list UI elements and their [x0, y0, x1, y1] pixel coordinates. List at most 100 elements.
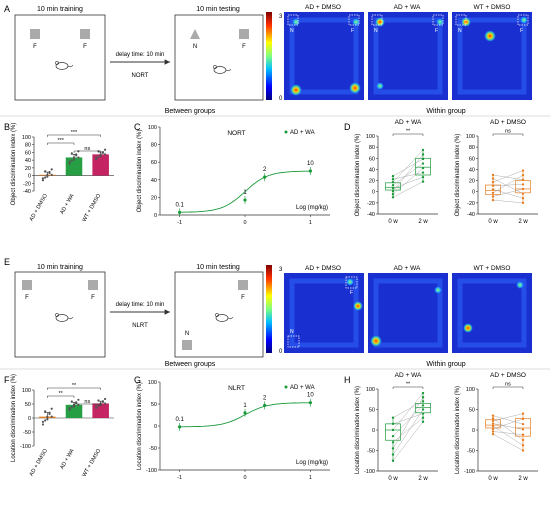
paired-line [492, 433, 524, 451]
data-point [46, 415, 49, 418]
data-point [99, 153, 102, 156]
significance-label: *** [57, 138, 64, 144]
data-point [491, 191, 495, 195]
data-point [72, 156, 76, 159]
nort-testing-title: 10 min testing [196, 6, 240, 13]
data-point [263, 175, 267, 179]
nort-novel-object-triangle [190, 29, 200, 39]
nort-heatmap-3-f: F [520, 28, 523, 34]
data-point [421, 153, 425, 156]
chart-d1-y-tick-label: 40 [369, 167, 375, 173]
data-point [421, 404, 425, 407]
chart-h1-y-tick-label: -50 [367, 449, 375, 455]
data-point [521, 433, 525, 436]
chart-d2-y-tick-label: -20 [467, 201, 475, 207]
chart-b-y-tick-label: 40 [25, 158, 31, 164]
legend-marker [284, 130, 288, 134]
data-point [178, 210, 182, 214]
nlrt-heatmap-title-1: AD + DMSO [305, 265, 341, 272]
nort-testing-arena [174, 14, 264, 101]
nlrt-heatmap-ad-dmso [284, 273, 364, 353]
chart-d1-y-tick-label: 0 [372, 190, 375, 196]
data-point [77, 398, 80, 401]
data-point [491, 177, 495, 180]
data-point [521, 201, 525, 205]
x-tick-label: WT + DMSO [82, 192, 103, 223]
data-point [50, 173, 53, 176]
chart-d1-y-axis-label: Object discrimination index (%) [355, 134, 361, 217]
section-label-within-top: Within group [426, 108, 465, 115]
data-point [44, 410, 47, 413]
data-point [491, 173, 495, 177]
data-point [99, 154, 102, 157]
data-point [491, 419, 495, 423]
data-point [391, 187, 395, 190]
nlrt-heatmap-title-3: WT + DMSO [474, 265, 511, 272]
data-point [421, 166, 425, 170]
significance-label: ns [505, 382, 511, 388]
chart-c-y-axis-label: Object discrimination index (%) [137, 130, 143, 213]
significance-bracket [47, 387, 101, 390]
data-point [41, 420, 45, 423]
x-tick-label: 2 w [418, 476, 428, 482]
x-tick-label: 0 [243, 475, 246, 481]
nlrt-heatmap-1-n: N [290, 329, 294, 335]
data-point [95, 157, 98, 161]
data-point [75, 154, 78, 157]
nort-training-object-left [30, 29, 40, 39]
chart-title: NLRT [228, 385, 245, 392]
paired-line [392, 413, 424, 425]
x-tick-label: 2 w [418, 219, 428, 225]
data-point [391, 428, 395, 432]
data-point [70, 159, 73, 162]
data-point [391, 459, 395, 462]
chart-h1-y-axis-label: Location discrimination index (%) [355, 386, 361, 474]
nort-heatmap-1-f: F [351, 28, 354, 34]
chart-h2-y-tick-label: -100 [464, 469, 475, 475]
x-tick-label: AD + WA [59, 448, 76, 471]
data-point [491, 422, 495, 425]
data-point [77, 156, 80, 159]
paired-line [392, 154, 424, 192]
chart-g-y-tick-label: 0 [154, 424, 157, 430]
mouse-icon [55, 61, 74, 70]
data-point [103, 397, 107, 401]
chart-h2-y-tick-label: -50 [467, 449, 475, 455]
x-tick-label: AD + DMSO [29, 192, 50, 222]
data-point [70, 152, 73, 155]
data-point [68, 408, 71, 411]
significance-bracket [47, 142, 75, 145]
data-point [308, 401, 312, 405]
chart-d2-y-tick-label: 20 [469, 179, 475, 185]
data-point [391, 196, 395, 199]
paired-line [392, 163, 424, 186]
x-tick-label: -1 [177, 475, 182, 481]
data-point [521, 178, 525, 181]
significance-label: ** [406, 129, 411, 135]
data-point [103, 148, 107, 151]
x-tick-label: 0 [243, 220, 246, 226]
chart-b-y-axis-label: Object discrimination index (%) [11, 123, 17, 206]
chart-d2-y-tick-label: 60 [469, 156, 475, 162]
legend-marker [284, 385, 288, 389]
data-point [50, 168, 53, 171]
significance-label: ns [505, 129, 511, 135]
nlrt-colorbar-max: 3 [279, 267, 283, 273]
data-point [308, 169, 312, 173]
significance-label: *** [71, 130, 78, 136]
point-label: 2 [263, 167, 267, 173]
paired-line [492, 431, 524, 435]
section-label-within-bottom: Within group [426, 361, 465, 368]
data-point [491, 414, 495, 417]
data-point [97, 404, 100, 407]
data-point [521, 169, 525, 172]
significance-label: ** [406, 382, 411, 388]
chart-f-y-tick-label: 0 [28, 416, 31, 422]
nort-testing-label-n: N [193, 44, 197, 50]
nort-delay-label: delay time: 10 min [116, 52, 165, 58]
chart-b-y-tick-label: 20 [25, 166, 31, 172]
paired-line [492, 415, 524, 425]
fit-line [179, 170, 311, 213]
